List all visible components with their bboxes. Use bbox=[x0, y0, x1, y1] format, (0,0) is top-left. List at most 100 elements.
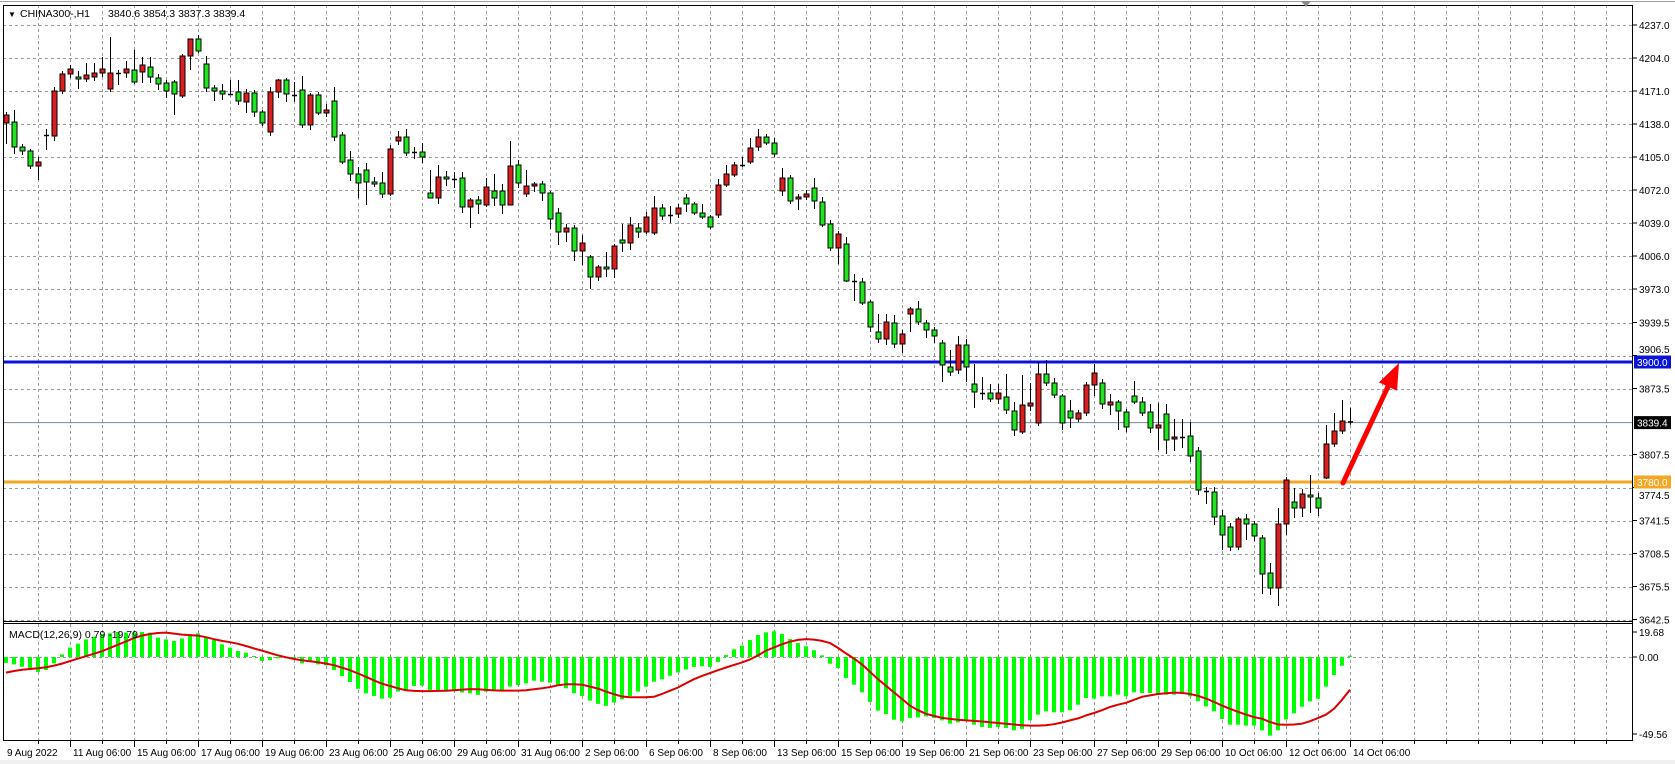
candle bbox=[1211, 487, 1218, 525]
candle-body-bull bbox=[531, 183, 538, 187]
candle-body-bear bbox=[11, 121, 18, 148]
current-price-label: 3839.4 bbox=[1637, 419, 1668, 430]
candle bbox=[852, 274, 857, 301]
candle-body-bear bbox=[939, 342, 946, 366]
candle-body-bull bbox=[35, 161, 42, 167]
candle-body-bear bbox=[987, 392, 994, 400]
macd-histogram-bar bbox=[1316, 657, 1320, 699]
macd-histogram-bar bbox=[1276, 657, 1280, 731]
price-label: 3708.5 bbox=[1639, 550, 1670, 561]
candle-body-bull bbox=[651, 207, 658, 234]
macd-signal-line bbox=[5, 631, 1351, 727]
candle-body-bear bbox=[19, 146, 26, 152]
arrow-up-icon[interactable] bbox=[1378, 363, 1399, 391]
candle-body-bear bbox=[963, 344, 970, 368]
candle bbox=[331, 87, 338, 141]
macd-scale-label: 0.00 bbox=[1639, 653, 1659, 664]
candles bbox=[3, 35, 1353, 606]
candle bbox=[1051, 378, 1058, 398]
candle-body-bear bbox=[315, 94, 322, 114]
candle-body-bear bbox=[971, 383, 978, 393]
candle bbox=[707, 215, 714, 229]
macd-histogram-bar bbox=[644, 657, 648, 687]
macd-histogram-bar bbox=[180, 638, 184, 657]
macd-histogram-bar bbox=[492, 657, 496, 691]
candle bbox=[835, 231, 842, 264]
candle-body-bear bbox=[1163, 413, 1170, 441]
price-label: 3906.5 bbox=[1639, 345, 1670, 356]
candle-body-bear bbox=[931, 329, 938, 337]
macd-histogram-bar bbox=[1132, 657, 1136, 693]
candle-body-bear bbox=[1251, 523, 1258, 537]
trend-arrow[interactable] bbox=[1340, 363, 1399, 486]
candle-body-bear bbox=[1211, 491, 1218, 518]
candle bbox=[691, 202, 698, 215]
macd-histogram-bar bbox=[124, 632, 128, 657]
candle-body-bear bbox=[707, 216, 714, 228]
arrow-shaft[interactable] bbox=[1340, 384, 1391, 486]
candle bbox=[507, 141, 514, 206]
candle-body-bull bbox=[715, 184, 722, 216]
candle-body-bull bbox=[1235, 518, 1242, 548]
candle bbox=[371, 177, 378, 187]
candle-body-bull bbox=[803, 193, 810, 198]
time-label: 13 Sep 06:00 bbox=[777, 748, 837, 759]
candle-body-bear bbox=[547, 192, 554, 220]
current-price-box bbox=[1634, 416, 1671, 430]
candle bbox=[11, 110, 18, 154]
candle bbox=[579, 235, 586, 265]
macd-histogram-bar bbox=[764, 632, 768, 657]
candle-body-bear bbox=[1043, 373, 1050, 384]
candle-body-bull bbox=[627, 224, 634, 244]
candle-body-bear bbox=[259, 111, 266, 124]
candle bbox=[995, 384, 1002, 404]
macd-histogram-bar bbox=[1164, 657, 1168, 695]
candle bbox=[803, 190, 810, 200]
time-label: 9 Aug 2022 bbox=[7, 748, 58, 759]
candle bbox=[563, 224, 570, 242]
candle bbox=[211, 85, 218, 101]
time-axis[interactable]: 9 Aug 2022 11 Aug 06:00 15 Aug 06:00 17 Aug… bbox=[7, 741, 1607, 759]
macd-histogram-bar bbox=[908, 657, 912, 719]
candle-body-bull bbox=[307, 94, 314, 126]
macd-panel[interactable] bbox=[4, 631, 1352, 736]
menu-triangle-icon[interactable]: ▼ bbox=[8, 10, 16, 19]
price-axis[interactable]: 4237.0 4204.0 4171.0 4138.0 4105.0 4072.0 4039… bbox=[1633, 21, 1671, 741]
candle bbox=[75, 71, 82, 89]
macd-histogram-bar bbox=[20, 657, 24, 667]
chart-shift-marker-icon[interactable] bbox=[1301, 1, 1311, 7]
candle bbox=[891, 315, 898, 348]
macd-histogram-bar bbox=[372, 657, 376, 697]
macd-histogram-bar bbox=[220, 644, 224, 657]
candle-body-bull bbox=[387, 148, 394, 195]
candle bbox=[19, 144, 26, 155]
candle-body-bull bbox=[435, 176, 442, 199]
candle-body-bull bbox=[643, 216, 650, 233]
candle bbox=[1035, 362, 1042, 426]
candle-body-bear bbox=[491, 190, 498, 199]
candle-body-bear bbox=[915, 308, 922, 323]
candle-body-bull bbox=[1107, 401, 1114, 406]
candle bbox=[1283, 477, 1290, 535]
candle-body-bull bbox=[187, 38, 194, 57]
candle bbox=[571, 225, 578, 261]
candle-body-bear bbox=[1067, 410, 1074, 419]
candle bbox=[1195, 447, 1202, 495]
macd-histogram-bar bbox=[316, 657, 320, 665]
macd-histogram-bar bbox=[684, 657, 688, 670]
macd-histogram-bar bbox=[612, 657, 616, 703]
candle-body-bull bbox=[123, 68, 130, 74]
candle-body-bull bbox=[899, 333, 906, 345]
candle bbox=[955, 336, 962, 374]
candle bbox=[987, 384, 994, 402]
status-strip bbox=[0, 760, 1675, 764]
candle bbox=[1251, 521, 1258, 541]
macd-histogram-bar bbox=[588, 657, 592, 701]
candle bbox=[1059, 394, 1066, 430]
macd-histogram-bar bbox=[236, 651, 240, 657]
candle-body-bear bbox=[1243, 518, 1250, 525]
candle-body-bear bbox=[419, 151, 426, 158]
candle-body-bear bbox=[1011, 410, 1018, 431]
candle-body-bear bbox=[1291, 501, 1298, 509]
